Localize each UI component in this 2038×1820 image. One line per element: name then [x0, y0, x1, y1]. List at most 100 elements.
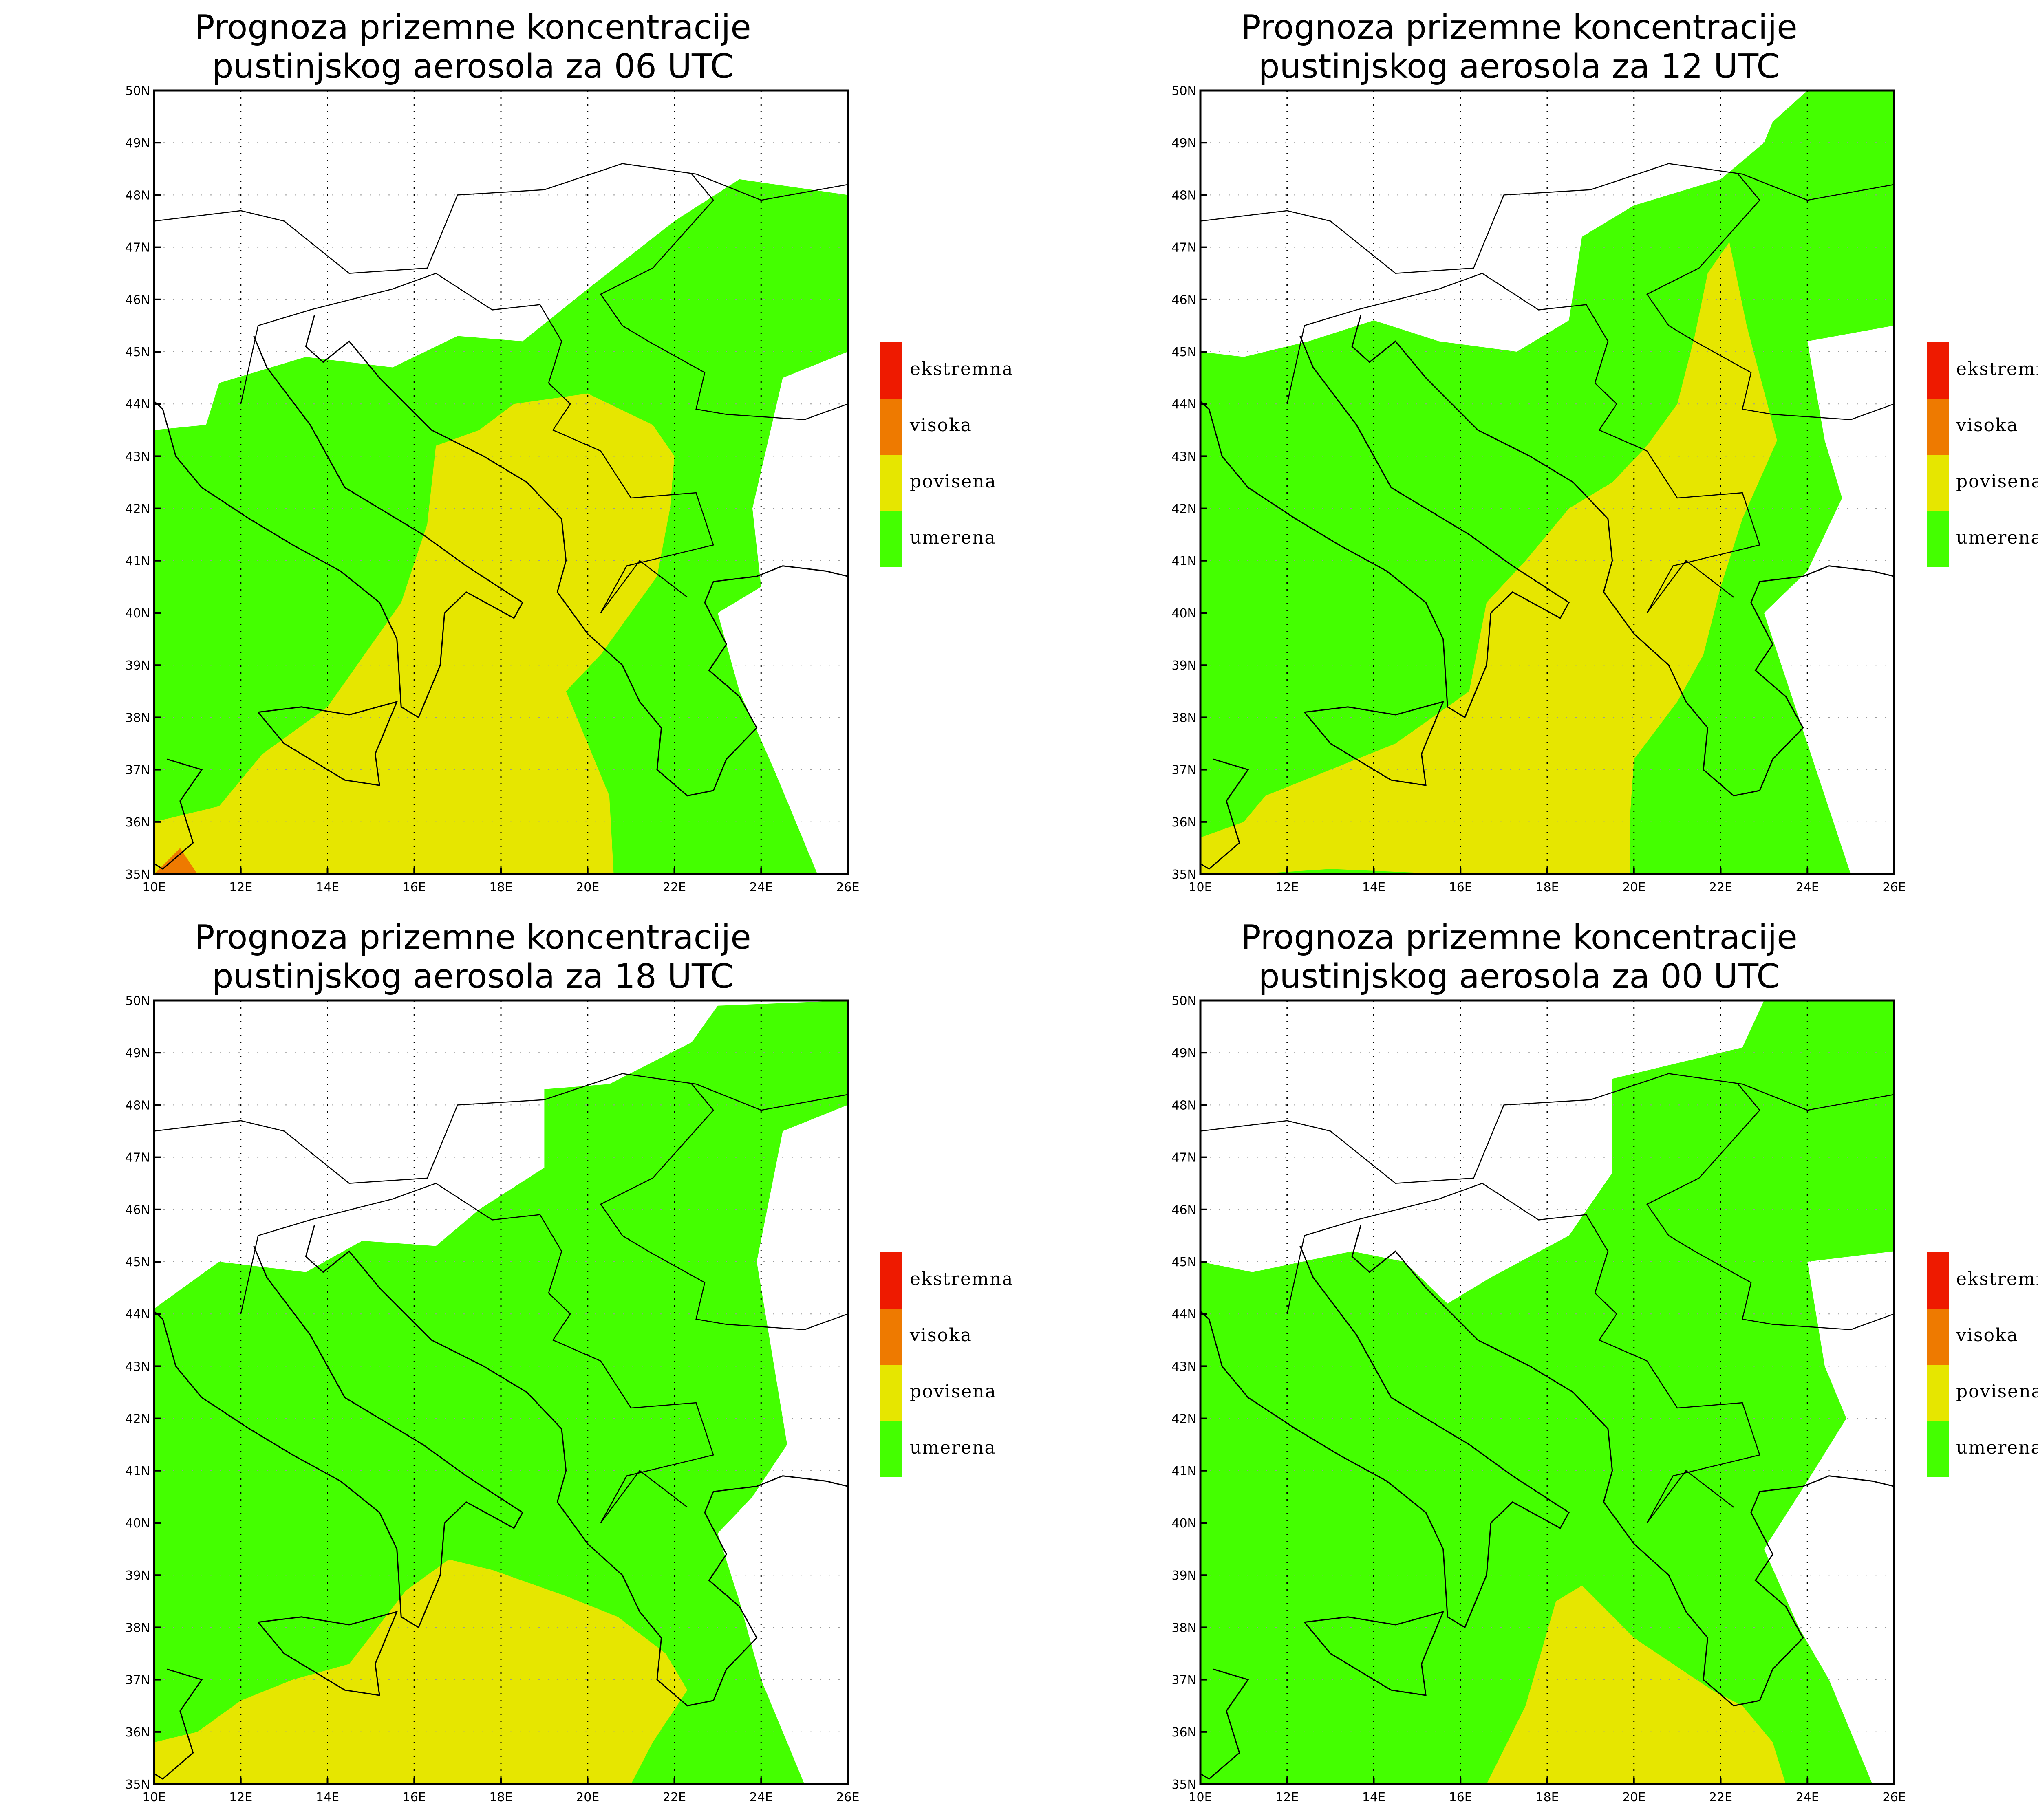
lat-tick-label: 43N	[1171, 1359, 1196, 1374]
lat-tick-label: 41N	[125, 554, 150, 568]
title-line1: Prognoza prizemne koncentracije	[1241, 918, 1798, 957]
lat-tick-label: 46N	[125, 293, 150, 307]
swatch-umerena	[1927, 511, 1949, 567]
legend-label: povisena	[910, 1381, 997, 1402]
lat-tick-label: 39N	[125, 659, 150, 673]
map-area	[1200, 1000, 1894, 1784]
lat-tick-label: 49N	[1171, 1046, 1196, 1060]
coastline	[1200, 1245, 1570, 1628]
legend-label: umerena	[910, 1437, 996, 1458]
country-border	[1356, 1183, 1760, 1523]
lat-tick-label: 45N	[1171, 1255, 1196, 1269]
swatch-povisena	[880, 1365, 902, 1421]
map-area	[1200, 90, 1894, 874]
swatch-umerena	[880, 511, 902, 567]
swatch-umerena	[1927, 1421, 1949, 1477]
lat-tick-label: 38N	[1171, 1621, 1196, 1635]
lat-tick-label: 35N	[125, 868, 150, 882]
lat-tick-label: 36N	[125, 1725, 150, 1740]
coastline	[154, 335, 524, 718]
lat-tick-label: 42N	[125, 502, 150, 516]
lat-tick-label: 36N	[1171, 1725, 1196, 1740]
lat-tick-label: 38N	[125, 1621, 150, 1635]
country-border	[240, 309, 311, 404]
lat-tick-label: 39N	[125, 1569, 150, 1583]
lat-tick-label: 46N	[1171, 1203, 1196, 1217]
country-border	[310, 1183, 714, 1523]
lat-tick-label: 48N	[1171, 188, 1196, 203]
lat-tick-label: 48N	[125, 188, 150, 203]
forecast-map: 10E 12E 14E 16E 18E 20E 22E 24E 26E 35N 36N 37N 38N 3…	[125, 84, 859, 895]
lat-tick-label: 35N	[125, 1778, 150, 1792]
panel-12utc: Prognoza prizemne koncentracije pustinjs…	[1046, 0, 2038, 910]
concentration-region-povisena	[1200, 242, 1777, 874]
lat-tick-label: 43N	[1171, 449, 1196, 464]
lat-tick-label: 45N	[1171, 345, 1196, 359]
lat-tick-label: 47N	[125, 241, 150, 255]
lat-tick-label: 50N	[1171, 994, 1196, 1008]
map-area	[154, 90, 848, 874]
forecast-map: 10E 12E 14E 16E 18E 20E 22E 24E 26E 35N 36N 37N 38N 3…	[1171, 994, 1906, 1805]
lon-tick-label: 16E	[1449, 1790, 1472, 1805]
lat-tick-label: 43N	[125, 449, 150, 464]
lon-tick-label: 16E	[403, 1790, 426, 1805]
lon-tick-label: 18E	[1535, 1790, 1559, 1805]
swatch-povisena	[1927, 1365, 1949, 1421]
coastline	[1351, 315, 1894, 797]
lon-tick-label: 14E	[316, 880, 339, 895]
coastline	[1351, 1225, 1894, 1707]
country-border	[1286, 309, 1357, 404]
lon-tick-label: 18E	[1535, 880, 1559, 895]
panel-00utc: Prognoza prizemne koncentracije pustinjs…	[1046, 910, 2038, 1820]
lon-tick-label: 14E	[1362, 880, 1385, 895]
lon-tick-label: 16E	[1449, 880, 1472, 895]
legend-label: povisena	[1956, 1381, 2038, 1402]
swatch-povisena	[1927, 455, 1949, 511]
lat-tick-label: 40N	[1171, 1516, 1196, 1531]
lon-tick-label: 22E	[663, 1790, 686, 1805]
legend-label: povisena	[1956, 471, 2038, 492]
lat-tick-label: 47N	[125, 1151, 150, 1165]
legend-label: visoka	[1956, 1325, 2018, 1346]
lat-tick-label: 44N	[1171, 1307, 1196, 1322]
lat-tick-label: 49N	[125, 1046, 150, 1060]
lon-tick-label: 26E	[836, 1790, 859, 1805]
lon-tick-label: 18E	[489, 1790, 512, 1805]
coastline	[305, 1225, 848, 1707]
lon-tick-label: 22E	[1709, 880, 1732, 895]
lat-tick-label: 46N	[125, 1203, 150, 1217]
lon-tick-label: 10E	[1189, 880, 1212, 895]
lon-tick-label: 24E	[750, 1790, 773, 1805]
legend-label: ekstremna	[910, 359, 1014, 379]
lat-tick-label: 38N	[125, 711, 150, 725]
country-border	[600, 1084, 714, 1252]
lat-tick-label: 37N	[125, 763, 150, 778]
lat-tick-label: 37N	[1171, 763, 1196, 778]
concentration-region-povisena	[1487, 1585, 1786, 1784]
lat-tick-label: 40N	[125, 1516, 150, 1531]
country-border	[1646, 174, 1760, 342]
coastline	[258, 701, 398, 786]
lat-tick-label: 40N	[1171, 606, 1196, 621]
panel-06utc: Prognoza prizemne koncentracije pustinjs…	[0, 0, 1046, 910]
lon-tick-label: 20E	[1622, 880, 1645, 895]
lon-tick-label: 20E	[1622, 1790, 1645, 1805]
panel-18utc: Prognoza prizemne koncentracije pustinjs…	[0, 910, 1046, 1820]
lat-tick-label: 36N	[125, 815, 150, 830]
lat-tick-label: 36N	[1171, 815, 1196, 830]
country-border	[154, 1073, 848, 1184]
lat-tick-label: 37N	[125, 1673, 150, 1688]
lat-tick-label: 44N	[1171, 397, 1196, 412]
lat-tick-label: 48N	[125, 1098, 150, 1113]
lon-tick-label: 12E	[229, 880, 252, 895]
concentration-region-umerena	[154, 1000, 848, 1784]
lon-tick-label: 26E	[1882, 1790, 1906, 1805]
swatch-visoka	[880, 399, 902, 455]
country-border	[1200, 163, 1894, 274]
country-border	[600, 174, 714, 342]
lon-tick-label: 24E	[750, 880, 773, 895]
lat-tick-label: 48N	[1171, 1098, 1196, 1113]
country-border	[648, 341, 848, 420]
lat-tick-label: 47N	[1171, 241, 1196, 255]
forecast-map: 10E 12E 14E 16E 18E 20E 22E 24E 26E 35N 36N 37N 38N 3…	[1171, 84, 1906, 895]
